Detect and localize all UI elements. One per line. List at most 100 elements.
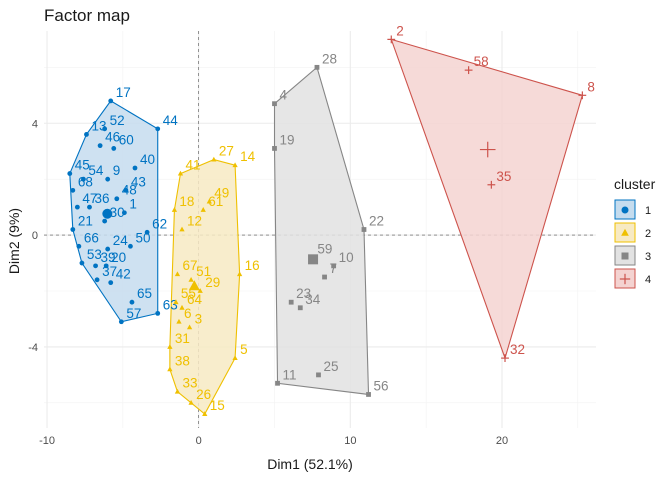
point-63 [155,310,161,316]
point-label-64: 64 [187,292,203,307]
x-tick-label: 20 [496,435,508,447]
point-17 [108,98,114,104]
legend-key-marker [621,228,629,236]
point-label-43: 43 [131,174,146,189]
point-label-27: 27 [219,144,234,159]
cluster-1-centroid [102,208,113,219]
point-29 [197,288,203,293]
point-label-41: 41 [185,158,200,173]
point-32 [501,354,509,363]
point-14 [232,162,238,168]
y-tick-label: 0 [32,230,38,242]
point-24 [105,246,111,252]
legend-key-marker [619,273,631,285]
point-label-9: 9 [113,163,121,178]
point-label-38: 38 [175,353,190,368]
point-label-36: 36 [94,191,109,206]
point-label-22: 22 [369,214,384,229]
point-label-32: 32 [510,342,525,357]
point-label-40: 40 [140,152,155,167]
point-label-49: 49 [214,186,229,201]
point-38 [167,366,173,372]
cluster-4-points: 2 58 8 35 32 [387,23,595,363]
point-54 [81,176,86,182]
point-label-33: 33 [182,376,197,391]
point-label-6: 6 [184,306,192,321]
legend-item-2: 2 [614,222,651,243]
point-label-24: 24 [113,233,129,248]
point-21 [70,227,76,232]
point-label-57: 57 [126,306,141,321]
point-label-60: 60 [119,132,134,147]
legend-item-1: 1 [614,199,651,220]
point-5 [232,355,238,361]
point-51 [188,276,194,282]
point-label-25: 25 [323,359,338,374]
cluster-4-centroid [479,141,496,158]
point-25 [316,372,321,378]
x-tick-label: 0 [196,435,202,447]
point-label-2: 2 [396,23,404,38]
point-label-55: 55 [181,286,196,301]
chart-title: Factor map [44,6,130,25]
point-label-63: 63 [163,297,178,312]
point-36 [87,204,92,210]
point-label-51: 51 [196,264,211,279]
point-55 [173,299,179,305]
point-label-35: 35 [496,169,511,184]
point-label-58: 58 [474,54,489,69]
point-label-54: 54 [88,163,104,178]
point-label-56: 56 [374,378,389,393]
point-58 [464,66,473,75]
point-label-39: 39 [101,250,116,265]
point-6 [176,318,182,324]
point-45 [67,171,73,176]
point-label-11: 11 [283,367,297,382]
point-44 [155,126,161,132]
point-label-12: 12 [187,214,202,229]
y-tick-label: -4 [28,342,38,354]
point-label-61: 61 [208,194,223,209]
point-50 [128,243,133,249]
point-61 [200,207,206,212]
point-label-14: 14 [240,149,256,164]
point-28 [314,64,320,70]
point-label-4: 4 [280,88,288,103]
point-label-18: 18 [179,194,194,209]
point-22 [361,227,367,232]
legend-title: cluster [614,176,656,192]
legend-label: 3 [645,251,651,263]
point-3 [186,324,193,330]
point-label-67: 67 [182,258,197,273]
point-42 [108,280,114,286]
point-label-47: 47 [82,191,97,206]
point-label-15: 15 [210,398,225,413]
point-20 [103,263,109,269]
x-tick-label: -10 [39,435,55,447]
point-label-45: 45 [75,158,90,173]
legend-key-marker [621,206,629,214]
point-53 [79,260,85,266]
point-48 [114,196,120,202]
point-label-46: 46 [105,130,120,145]
point-39 [93,263,98,269]
point-label-37: 37 [102,264,117,279]
point-16 [236,271,243,277]
point-64 [179,304,185,310]
point-19 [272,146,277,151]
point-43 [123,187,129,193]
point-label-48: 48 [122,183,137,198]
point-57 [118,319,124,325]
point-40 [132,165,138,171]
point-15 [202,411,208,416]
point-23 [288,299,294,305]
cluster-3-centroid [308,254,319,265]
point-label-23: 23 [296,286,311,301]
point-label-53: 53 [87,247,102,262]
x-tick-label: 10 [344,435,356,447]
point-label-34: 34 [305,292,321,307]
point-label-65: 65 [137,286,152,301]
point-47 [74,204,80,210]
legend-key-marker [621,252,629,260]
